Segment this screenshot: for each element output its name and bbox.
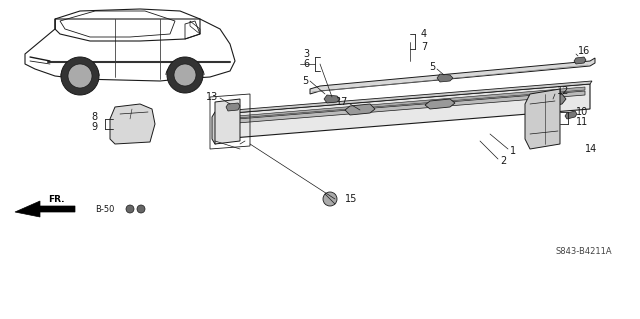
Polygon shape xyxy=(225,87,585,119)
Text: 6: 6 xyxy=(303,59,309,69)
Circle shape xyxy=(68,64,92,88)
Text: 12: 12 xyxy=(557,86,570,96)
Text: 17: 17 xyxy=(335,97,348,107)
Text: 9: 9 xyxy=(92,122,98,132)
Text: 16: 16 xyxy=(578,46,590,56)
Text: 13: 13 xyxy=(205,92,218,102)
Circle shape xyxy=(137,205,145,213)
Text: 4: 4 xyxy=(421,29,427,39)
Circle shape xyxy=(126,205,134,213)
Text: 2: 2 xyxy=(500,156,506,166)
Circle shape xyxy=(167,57,203,93)
Polygon shape xyxy=(215,99,240,144)
Polygon shape xyxy=(324,95,340,103)
Polygon shape xyxy=(574,57,586,64)
Text: 5: 5 xyxy=(301,76,308,86)
Polygon shape xyxy=(220,81,592,114)
Polygon shape xyxy=(345,104,375,115)
Polygon shape xyxy=(525,89,560,149)
Text: 1: 1 xyxy=(510,146,516,156)
Text: 14: 14 xyxy=(585,144,597,154)
Polygon shape xyxy=(548,94,566,106)
Polygon shape xyxy=(226,103,240,111)
Circle shape xyxy=(174,64,196,86)
Text: B-50: B-50 xyxy=(95,205,115,214)
Text: 10: 10 xyxy=(576,107,588,117)
Text: 7: 7 xyxy=(421,42,427,52)
Polygon shape xyxy=(110,104,155,144)
Text: 8: 8 xyxy=(92,112,98,122)
Circle shape xyxy=(61,57,99,95)
Polygon shape xyxy=(15,201,75,217)
Text: S843-B4211A: S843-B4211A xyxy=(555,247,612,256)
Polygon shape xyxy=(437,74,453,82)
Polygon shape xyxy=(310,58,595,94)
Text: 5: 5 xyxy=(429,62,435,72)
Polygon shape xyxy=(220,84,590,139)
Polygon shape xyxy=(425,99,455,109)
Text: 15: 15 xyxy=(345,194,357,204)
Circle shape xyxy=(323,192,337,206)
Polygon shape xyxy=(565,111,577,119)
Polygon shape xyxy=(212,109,225,144)
Text: FR.: FR. xyxy=(48,195,65,204)
Polygon shape xyxy=(225,91,585,124)
Text: 11: 11 xyxy=(576,117,588,127)
Text: 3: 3 xyxy=(303,49,309,59)
